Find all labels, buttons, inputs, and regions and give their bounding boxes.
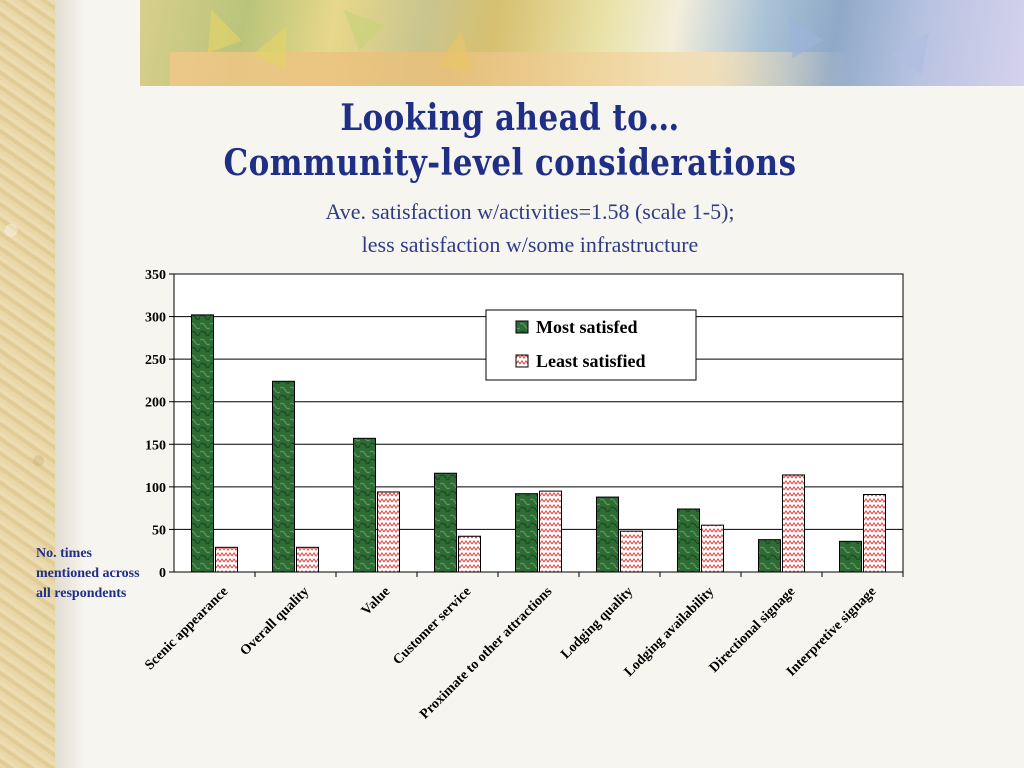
slide-subtitle-line2: less satisfaction w/some infrastructure bbox=[361, 232, 699, 257]
bar-least-satisfied bbox=[539, 490, 562, 573]
banner-strip bbox=[170, 52, 850, 86]
slide-title-line1: Looking ahead to… bbox=[340, 97, 680, 139]
x-axis-labels: Scenic appearance Overall quality ValueCus… bbox=[142, 572, 904, 722]
x-category-label: Customer service bbox=[391, 584, 475, 668]
x-category-label: Proximate to other attractions bbox=[417, 584, 555, 722]
x-category-label: Interpretive signage bbox=[784, 584, 879, 679]
bar-least-satisfied bbox=[863, 494, 886, 573]
bar-most-satisfied bbox=[191, 314, 214, 573]
bar-least-satisfied bbox=[620, 530, 643, 573]
bar-most-satisfied bbox=[515, 493, 538, 573]
bar-least-satisfied bbox=[701, 524, 724, 573]
bar-least-satisfied bbox=[215, 546, 238, 573]
bar-most-satisfied bbox=[839, 540, 862, 573]
legend-swatch bbox=[515, 320, 529, 334]
legend-label: Most satisfed bbox=[536, 317, 638, 337]
y-tick-label: 50 bbox=[152, 523, 166, 538]
bar-most-satisfied bbox=[353, 437, 376, 573]
legend-swatch bbox=[515, 354, 529, 368]
decorative-banner bbox=[140, 0, 1024, 86]
bar-least-satisfied bbox=[458, 535, 481, 573]
y-tick-label: 350 bbox=[145, 268, 166, 283]
y-tick-label: 200 bbox=[145, 396, 166, 411]
slide-title-line2: Community-level considerations bbox=[223, 142, 797, 184]
legend-label: Least satisfied bbox=[536, 351, 646, 371]
x-category-label: Value bbox=[359, 584, 393, 618]
x-category-label: Overall quality bbox=[238, 584, 313, 659]
bars bbox=[191, 314, 886, 573]
bar-most-satisfied bbox=[434, 472, 457, 573]
bar-most-satisfied bbox=[758, 539, 781, 573]
y-tick-label: 150 bbox=[145, 438, 166, 453]
x-category-label: Scenic appearance bbox=[142, 584, 231, 673]
x-category-label: Directional signage bbox=[707, 584, 799, 676]
bar-least-satisfied bbox=[782, 474, 805, 573]
y-tick-label: 300 bbox=[145, 311, 166, 326]
parchment-shadow bbox=[55, 0, 85, 768]
y-tick-label: 0 bbox=[159, 566, 166, 581]
bar-most-satisfied bbox=[677, 508, 700, 573]
y-tick-label: 250 bbox=[145, 353, 166, 368]
bar-most-satisfied bbox=[596, 496, 619, 573]
bar-most-satisfied bbox=[272, 380, 295, 573]
y-tick-label: 100 bbox=[145, 481, 166, 496]
y-axis-ticks: 0 50 100 150 200 250 300 350 bbox=[145, 268, 174, 581]
x-category-label: Lodging quality bbox=[558, 584, 636, 662]
slide-subtitle-line1: Ave. satisfaction w/activities=1.58 (sca… bbox=[325, 199, 735, 224]
bar-least-satisfied bbox=[296, 546, 319, 573]
y-axis-note: No. times mentioned across all responden… bbox=[36, 546, 140, 601]
parchment-background bbox=[0, 0, 55, 768]
legend: Most satisfed Least satisfied bbox=[485, 309, 697, 381]
x-category-label: Lodging availability bbox=[622, 584, 718, 680]
bar-least-satisfied bbox=[377, 491, 400, 573]
